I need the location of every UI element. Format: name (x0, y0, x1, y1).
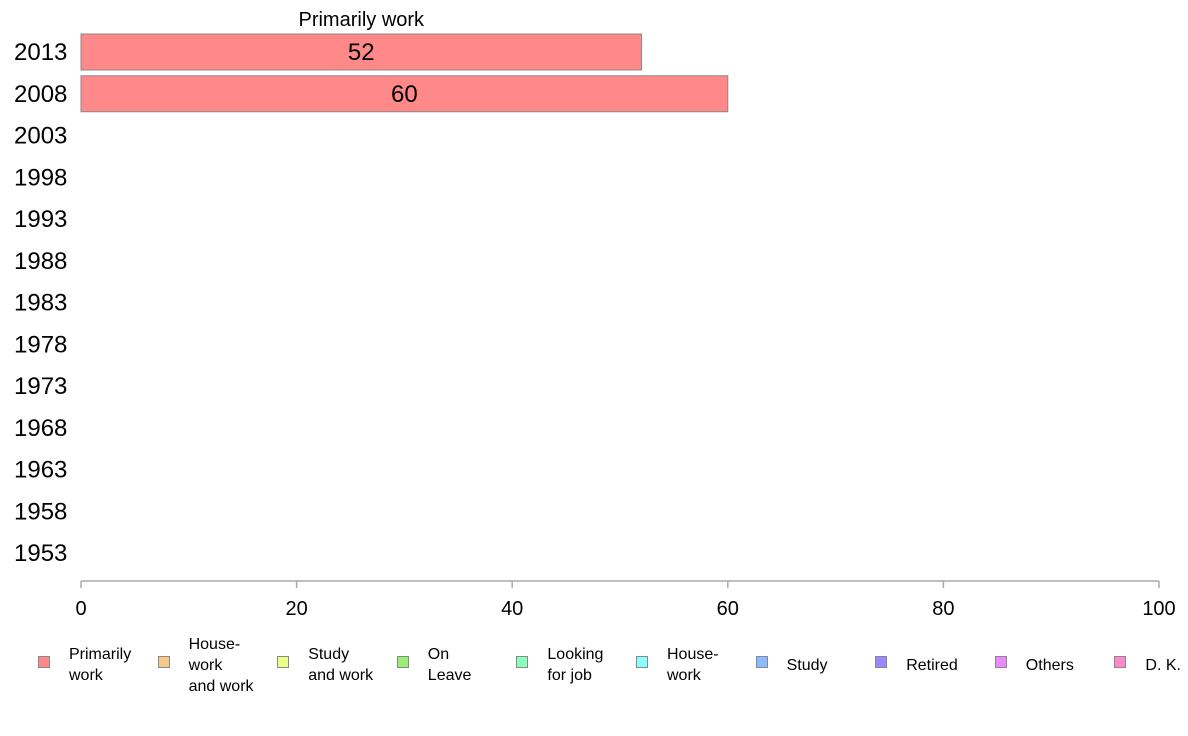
y-tick-label-2013: 2013 (14, 39, 67, 66)
y-tick-label-1953: 1953 (14, 540, 67, 567)
y-tick-label-1998: 1998 (14, 164, 67, 191)
y-tick-label-2003: 2003 (14, 123, 67, 150)
stacked-bar-chart: 52 60 2013 2008 2003 1998 1993 1988 1983 1978 197… (14, 9, 1176, 620)
legend-swatch (277, 656, 290, 668)
x-tick-label-80: 80 (932, 598, 954, 620)
legend-label: D. K. (1145, 656, 1181, 674)
data-label-2008: 60 (391, 81, 418, 108)
data-label-2013: 52 (348, 39, 375, 66)
bar-2013-series-0 (80, 33, 643, 71)
y-tick-label-1963: 1963 (14, 457, 67, 484)
y-tick-label-1978: 1978 (14, 331, 67, 358)
y-tick-label-2008: 2008 (14, 81, 67, 108)
legend-swatch (994, 656, 1007, 668)
x-tick-label-100: 100 (1142, 598, 1175, 620)
legend-label: Study and work (308, 646, 374, 684)
legend-label: Others (1025, 656, 1074, 674)
legend-label: Retired (906, 656, 958, 674)
y-tick-label-1993: 1993 (14, 206, 67, 233)
legend-swatch (157, 656, 170, 668)
y-tick-labels: 2013 2008 2003 1998 1993 1988 1983 1978 1973 1968… (14, 39, 67, 567)
x-axis: 0 20 40 60 80 100 (75, 580, 1176, 620)
legend-label: On Leave (427, 646, 472, 684)
legend-swatch (636, 656, 648, 668)
legend-label: Looking for job (547, 646, 604, 684)
y-tick-label-1983: 1983 (14, 290, 67, 317)
legend-swatch (516, 656, 529, 668)
y-tick-label-1988: 1988 (14, 248, 67, 275)
legend-swatch (875, 656, 888, 668)
y-tick-label-1958: 1958 (14, 498, 67, 525)
legend: Primarily work House- work and work Study … (38, 630, 1188, 700)
x-tick-label-40: 40 (501, 598, 523, 620)
x-tick-label-20: 20 (285, 598, 307, 620)
legend-label: Primarily work (69, 646, 132, 684)
legend-swatch (38, 656, 50, 668)
legend-swatch (396, 656, 409, 668)
y-tick-label-1973: 1973 (14, 373, 67, 400)
y-tick-label-1968: 1968 (14, 415, 67, 442)
legend-label: House- work (667, 646, 719, 684)
bar-2008-series-0 (80, 75, 729, 113)
legend-swatch (1114, 656, 1127, 668)
legend-label: Study (786, 656, 828, 674)
legend-swatch (755, 656, 768, 668)
x-tick-label-60: 60 (717, 598, 739, 620)
bars-layer: 52 60 (80, 33, 729, 113)
legend-label: House- work and work (188, 635, 254, 695)
x-tick-label-0: 0 (75, 598, 86, 620)
segment-title: Primarily work (298, 9, 425, 31)
